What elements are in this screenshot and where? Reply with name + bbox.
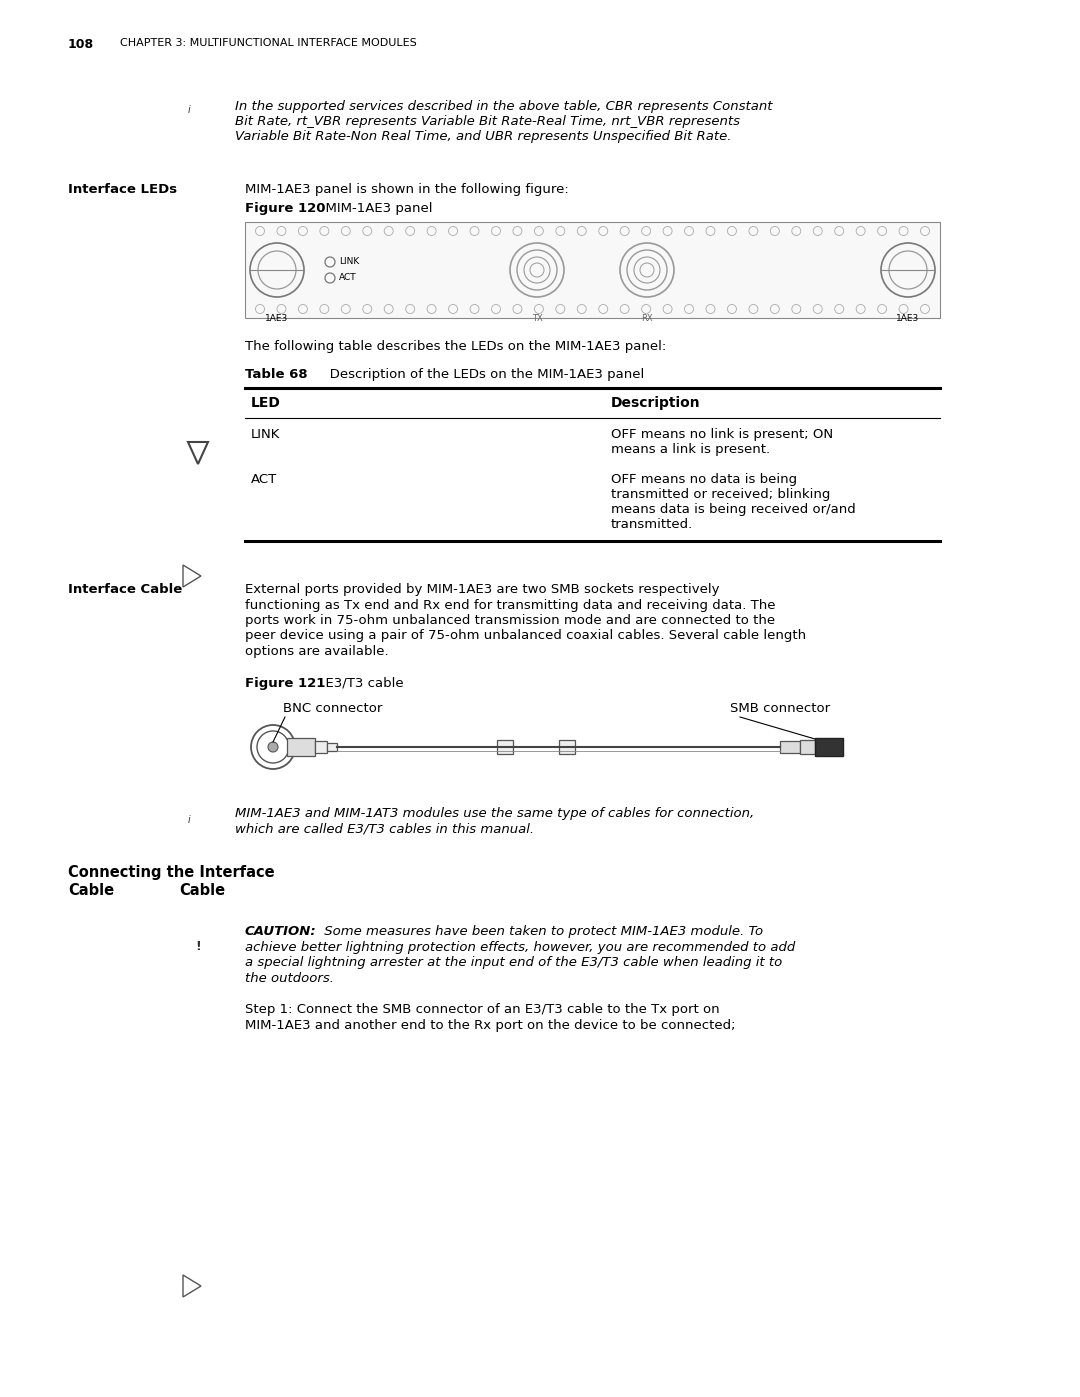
Text: LINK: LINK xyxy=(339,257,360,265)
Text: !: ! xyxy=(195,940,201,953)
Text: means a link is present.: means a link is present. xyxy=(611,443,770,455)
Bar xyxy=(800,740,815,754)
Text: ACT: ACT xyxy=(251,474,278,486)
Text: a special lightning arrester at the input end of the E3/T3 cable when leading it: a special lightning arrester at the inpu… xyxy=(245,956,782,970)
Text: options are available.: options are available. xyxy=(245,645,389,658)
Text: Some measures have been taken to protect MIM-1AE3 module. To: Some measures have been taken to protect… xyxy=(320,925,764,937)
Text: BNC connector: BNC connector xyxy=(283,703,382,715)
Text: MIM-1AE3 and another end to the Rx port on the device to be connected;: MIM-1AE3 and another end to the Rx port … xyxy=(245,1020,735,1032)
Text: TX: TX xyxy=(531,314,542,323)
Text: E3/T3 cable: E3/T3 cable xyxy=(318,678,404,690)
Text: LINK: LINK xyxy=(251,427,281,441)
Text: 108: 108 xyxy=(68,38,94,52)
Text: Bit Rate, rt_VBR represents Variable Bit Rate-Real Time, nrt_VBR represents: Bit Rate, rt_VBR represents Variable Bit… xyxy=(235,115,740,129)
Bar xyxy=(287,738,315,756)
Text: Interface Cable: Interface Cable xyxy=(68,583,183,597)
Bar xyxy=(327,743,337,752)
Text: Figure 120: Figure 120 xyxy=(245,203,325,215)
Text: External ports provided by MIM-1AE3 are two SMB sockets respectively: External ports provided by MIM-1AE3 are … xyxy=(245,583,719,597)
Bar xyxy=(497,740,513,754)
Text: achieve better lightning protection effects, however, you are recommended to add: achieve better lightning protection effe… xyxy=(245,940,795,954)
Bar xyxy=(559,740,576,754)
Text: 1AE3: 1AE3 xyxy=(896,314,920,323)
Text: Step 1: Connect the SMB connector of an E3/T3 cable to the Tx port on: Step 1: Connect the SMB connector of an … xyxy=(245,1003,719,1017)
Text: Table 68: Table 68 xyxy=(245,367,308,381)
Text: Variable Bit Rate-Non Real Time, and UBR represents Unspecified Bit Rate.: Variable Bit Rate-Non Real Time, and UBR… xyxy=(235,130,731,142)
Text: OFF means no data is being: OFF means no data is being xyxy=(611,474,797,486)
Text: means data is being received or/and: means data is being received or/and xyxy=(611,503,855,515)
Text: functioning as Tx end and Rx end for transmitting data and receiving data. The: functioning as Tx end and Rx end for tra… xyxy=(245,598,775,612)
Text: ports work in 75-ohm unbalanced transmission mode and are connected to the: ports work in 75-ohm unbalanced transmis… xyxy=(245,615,775,627)
Text: i: i xyxy=(188,105,191,115)
Text: i: i xyxy=(188,814,191,826)
Text: SMB connector: SMB connector xyxy=(730,703,831,715)
Bar xyxy=(780,740,800,753)
Text: 1AE3: 1AE3 xyxy=(266,314,288,323)
Text: In the supported services described in the above table, CBR represents Constant: In the supported services described in t… xyxy=(235,101,772,113)
Text: MIM-1AE3 and MIM-1AT3 modules use the same type of cables for connection,: MIM-1AE3 and MIM-1AT3 modules use the sa… xyxy=(235,807,754,820)
Text: OFF means no link is present; ON: OFF means no link is present; ON xyxy=(611,427,833,441)
Text: MIM-1AE3 panel: MIM-1AE3 panel xyxy=(318,203,432,215)
Text: Interface LEDs: Interface LEDs xyxy=(68,183,177,196)
Text: which are called E3/T3 cables in this manual.: which are called E3/T3 cables in this ma… xyxy=(235,823,535,835)
Text: MIM-1AE3 panel is shown in the following figure:: MIM-1AE3 panel is shown in the following… xyxy=(245,183,569,196)
Text: LED: LED xyxy=(251,395,281,409)
Text: Connecting the Interface: Connecting the Interface xyxy=(68,865,274,880)
Text: transmitted or received; blinking: transmitted or received; blinking xyxy=(611,488,831,502)
Bar xyxy=(315,740,327,753)
Text: the outdoors.: the outdoors. xyxy=(245,971,334,985)
Text: Description of the LEDs on the MIM-1AE3 panel: Description of the LEDs on the MIM-1AE3 … xyxy=(318,367,645,381)
Text: CHAPTER 3: MULTIFUNCTIONAL INTERFACE MODULES: CHAPTER 3: MULTIFUNCTIONAL INTERFACE MOD… xyxy=(120,38,417,47)
Text: Cable: Cable xyxy=(179,883,225,898)
Text: The following table describes the LEDs on the MIM-1AE3 panel:: The following table describes the LEDs o… xyxy=(245,339,666,353)
Circle shape xyxy=(268,742,278,752)
Bar xyxy=(245,222,940,319)
Text: Figure 121: Figure 121 xyxy=(245,678,325,690)
Text: peer device using a pair of 75-ohm unbalanced coaxial cables. Several cable leng: peer device using a pair of 75-ohm unbal… xyxy=(245,630,806,643)
Text: RX: RX xyxy=(642,314,652,323)
Text: transmitted.: transmitted. xyxy=(611,518,693,531)
Bar xyxy=(815,738,843,756)
Text: ACT: ACT xyxy=(339,272,356,282)
Text: Cable: Cable xyxy=(68,883,114,898)
Text: Description: Description xyxy=(611,395,701,409)
Text: CAUTION:: CAUTION: xyxy=(245,925,316,937)
